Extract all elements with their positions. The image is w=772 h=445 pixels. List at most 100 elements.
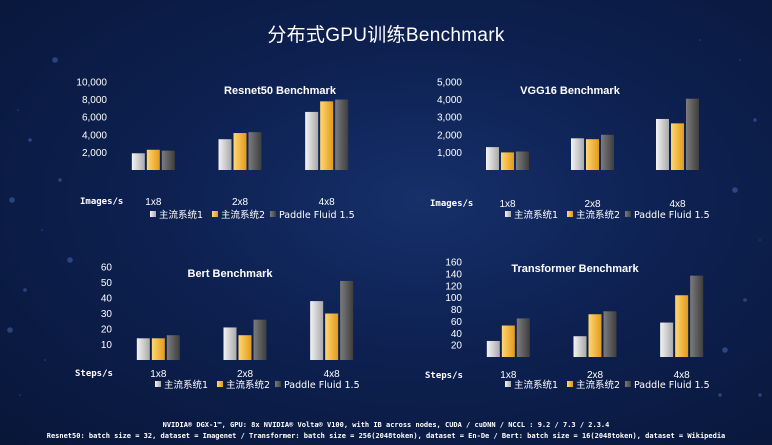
chart-svg: Bert Benchmark 10 20 30 40 50 60 Steps/s 1x8 2x8 4… (75, 263, 360, 392)
legend-swatch (625, 381, 631, 387)
legend-swatch (270, 211, 276, 217)
legend-label: 主流系统1 (159, 209, 203, 221)
vgg16-chart: VGG16 Benchmark 1,000 2,000 3,000 4,000 5,000… (430, 78, 740, 280)
legend-swatch (150, 211, 156, 217)
legend-swatch (505, 381, 511, 387)
bar-4x8-series-3 (690, 275, 704, 357)
bar-2x8-series-2 (233, 133, 247, 170)
bar-4x8-series-1 (660, 322, 674, 357)
background-dot (44, 359, 46, 361)
legend-swatch (212, 211, 218, 217)
bar-2x8-series-1 (218, 139, 232, 170)
bar-2x8-series-3 (603, 311, 617, 357)
y-tick-label: 8,000 (82, 95, 107, 106)
bar-1x8-series-3 (516, 318, 530, 357)
bar-4x8-series-1 (305, 111, 319, 170)
legend-swatch (275, 381, 281, 387)
bar-1x8-series-2 (146, 149, 160, 170)
y-tick-label: 1,000 (437, 148, 462, 159)
background-dot (743, 298, 747, 302)
bar-4x8-series-1 (656, 118, 669, 170)
bar-1x8-series-1 (136, 338, 150, 360)
y-tick-label: 80 (451, 305, 463, 316)
bar-2x8-series-2 (586, 139, 599, 170)
bert-chart: Bert Benchmark 10 20 30 40 50 60 Steps/s 1x8 2x8 4… (75, 260, 385, 410)
x-category-label: 4x8 (669, 199, 686, 210)
bar-1x8-series-2 (151, 338, 165, 360)
legend-label: 主流系统1 (514, 209, 558, 221)
background-dot (19, 394, 21, 396)
x-axis-title: Steps/s (425, 371, 463, 381)
footer-hardware-note: NVIDIA® DGX-1™, GPU: 8x NVIDIA® Volta® V… (162, 421, 610, 429)
y-tick-label: 140 (445, 269, 462, 280)
bar-2x8-series-3 (601, 134, 614, 170)
background-dot (732, 187, 738, 193)
bar-2x8-series-3 (253, 319, 267, 360)
bar-4x8-series-3 (335, 99, 349, 170)
footer-dataset-note: Resnet50: batch size = 32, dataset = Ima… (46, 432, 726, 440)
legend-swatch (625, 211, 631, 217)
y-tick-label: 30 (101, 309, 113, 320)
y-tick-label: 5,000 (437, 78, 462, 89)
page-title: 分布式GPU训练Benchmark (267, 25, 505, 46)
x-category-label: 4x8 (324, 369, 341, 380)
bar-4x8-series-3 (340, 280, 354, 360)
legend-label: 主流系统2 (226, 379, 270, 391)
y-tick-label: 60 (101, 263, 113, 274)
y-tick-label: 10 (101, 340, 113, 351)
chart-svg: VGG16 Benchmark 1,000 2,000 3,000 4,000 5,000… (430, 78, 710, 222)
y-tick-label: 100 (445, 293, 462, 304)
bar-2x8-series-3 (248, 132, 262, 170)
background-dot (9, 197, 15, 203)
background-dot (67, 257, 73, 263)
background-dot (17, 109, 19, 111)
chart-title: Transformer Benchmark (511, 263, 639, 275)
x-category-label: 1x8 (500, 370, 517, 381)
bar-1x8-series-2 (501, 152, 514, 170)
x-category-label: 2x8 (232, 197, 249, 208)
x-category-label: 1x8 (145, 197, 162, 208)
legend-swatch (505, 211, 511, 217)
background-dot (759, 239, 761, 241)
bar-4x8-series-2 (675, 295, 689, 357)
bar-1x8-series-3 (161, 150, 175, 170)
background-dot (58, 178, 62, 182)
legend-label: 主流系统2 (576, 209, 620, 221)
bar-4x8-series-3 (686, 98, 699, 170)
background-dot (722, 347, 728, 353)
legend-label: Paddle Fluid 1.5 (284, 380, 360, 391)
x-category-label: 2x8 (237, 369, 254, 380)
x-category-label: 1x8 (499, 199, 516, 210)
legend-swatch (217, 381, 223, 387)
legend-label: Paddle Fluid 1.5 (634, 380, 710, 391)
legend-label: 主流系统1 (164, 379, 208, 391)
y-tick-label: 2,000 (82, 148, 107, 159)
background-dot (739, 59, 741, 61)
x-axis-title: Images/s (430, 199, 473, 209)
background-dot (28, 138, 32, 142)
y-tick-label: 60 (451, 317, 463, 328)
x-category-label: 2x8 (587, 370, 604, 381)
chart-title: VGG16 Benchmark (520, 85, 621, 97)
background-dot (753, 118, 757, 122)
legend-label: 主流系统2 (221, 209, 265, 221)
x-axis-title: Steps/s (75, 369, 113, 379)
x-category-label: 4x8 (319, 197, 336, 208)
legend-swatch (567, 211, 573, 217)
bar-4x8-series-2 (325, 313, 339, 360)
bar-4x8-series-2 (320, 101, 334, 170)
bar-2x8-series-1 (573, 336, 587, 357)
legend-label: Paddle Fluid 1.5 (279, 210, 355, 221)
y-tick-label: 20 (451, 341, 463, 352)
bar-2x8-series-1 (571, 138, 584, 170)
y-tick-label: 3,000 (437, 113, 462, 124)
bar-1x8-series-2 (501, 325, 515, 357)
transformer-chart: Transformer Benchmark 20 40 60 80 100 120 140 16… (425, 255, 735, 405)
background-dot (718, 393, 722, 397)
bar-1x8-series-3 (166, 335, 180, 360)
x-axis-title: Images/s (80, 197, 123, 207)
y-tick-label: 50 (101, 278, 113, 289)
background-dot (23, 288, 27, 292)
y-tick-label: 4,000 (82, 130, 107, 141)
